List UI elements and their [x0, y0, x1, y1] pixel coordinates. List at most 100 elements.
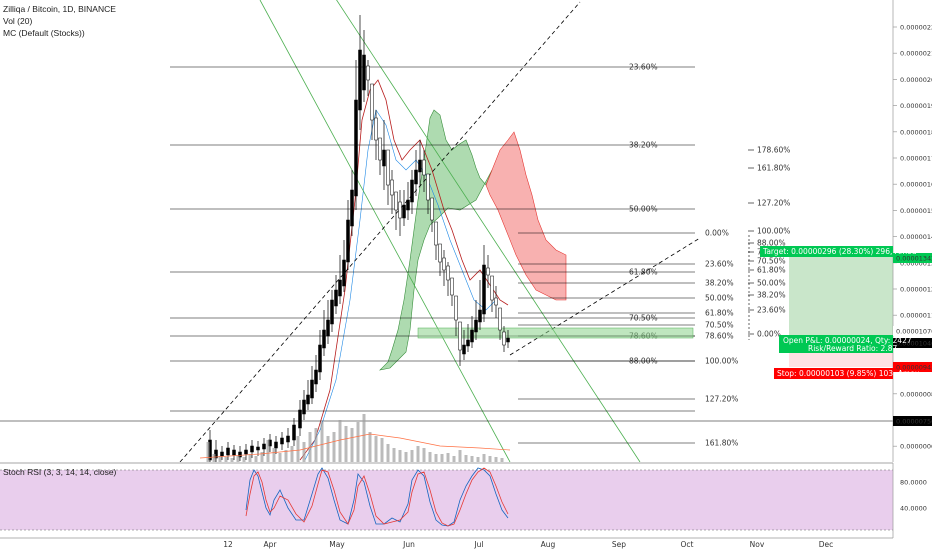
candle-body	[310, 379, 314, 399]
candle-body	[490, 275, 494, 301]
candle-body	[446, 265, 450, 281]
price-tick-label: 0.00000160	[900, 181, 932, 189]
volume-bar	[428, 452, 432, 462]
time-label: Nov	[750, 540, 765, 549]
volume-bar	[242, 457, 246, 462]
volume-bar	[278, 453, 282, 462]
fib-mid-label: 0.00%	[705, 229, 729, 238]
candle-body	[334, 289, 338, 307]
volume-bar	[368, 432, 372, 462]
candle-body	[430, 197, 434, 221]
time-label: Jun	[402, 540, 415, 549]
volume-bar	[380, 438, 384, 462]
candle-body	[274, 441, 278, 449]
candle-body	[450, 277, 454, 296]
candle-body	[374, 117, 378, 141]
candle-body	[286, 435, 290, 443]
volume-bar	[230, 458, 234, 462]
candle-body	[342, 259, 346, 287]
fib-mid-label: 50.00%	[705, 294, 734, 303]
candle-body	[232, 449, 236, 456]
candle-body	[474, 319, 478, 333]
volume-bar	[290, 446, 294, 462]
candle-body	[442, 257, 446, 271]
volume-bar	[410, 450, 414, 462]
volume-bar	[500, 458, 504, 462]
volume-bar	[338, 420, 342, 462]
candle-body	[434, 221, 438, 246]
candle-body	[330, 299, 334, 325]
fib-left-label: 23.60%	[629, 63, 658, 72]
ichimoku-cloud-green	[379, 109, 493, 371]
price-tag-stop: 0.00000943	[896, 364, 932, 372]
volume-bar	[284, 450, 288, 462]
time-label: 12	[223, 540, 233, 549]
volume-bar	[440, 454, 444, 462]
fib-ext-label: 127.20%	[757, 199, 790, 208]
volume-bar	[314, 428, 318, 462]
candle-body	[366, 65, 370, 81]
candle-body	[378, 137, 382, 161]
fib-ext-label: 178.60%	[757, 146, 790, 155]
volume-bar	[302, 442, 306, 462]
ichimoku-cloud-red	[485, 131, 567, 301]
volume-bar	[212, 454, 216, 462]
fib-ext-label: 70.50%	[757, 257, 786, 266]
fib-ext-label: 61.80%	[757, 266, 786, 275]
volume-bar	[362, 414, 366, 462]
candle-body	[482, 264, 486, 315]
candle-body	[346, 219, 350, 263]
candle-body	[394, 191, 398, 211]
volume-bar	[374, 436, 378, 462]
candle-body	[314, 369, 318, 385]
price-tag-stop-bg	[893, 362, 932, 372]
fib-ext-label: 23.60%	[757, 306, 786, 315]
candle-body	[338, 279, 342, 297]
volume-bar	[398, 450, 402, 462]
chart-title: Zilliqa / Bitcoin, 1D, BINANCE	[3, 4, 116, 14]
stoch-d-line	[245, 467, 509, 527]
candle-body	[438, 243, 442, 263]
fib-ext-label: 100.00%	[757, 227, 790, 236]
candle-body	[502, 331, 506, 346]
volume-bar	[434, 454, 438, 462]
time-label: Dec	[819, 540, 834, 549]
candle-body	[262, 443, 266, 450]
fib-mid-label: 161.80%	[705, 439, 738, 448]
price-tick-label: 0.00000200	[900, 76, 932, 84]
fib-mid-label: 70.50%	[705, 321, 734, 330]
price-tick-label: 0.00000140	[900, 233, 932, 241]
fib-mid-label: 78.60%	[705, 332, 734, 341]
candle-body	[250, 445, 254, 453]
volume-bar	[404, 452, 408, 462]
volume-bar	[260, 452, 264, 462]
price-tick-label: 0.00000180	[900, 128, 932, 136]
price-tick-label: 0.00000210	[900, 50, 932, 58]
time-label: Aug	[541, 540, 556, 549]
candle-body	[358, 49, 362, 111]
stoch-rsi-label[interactable]: Stoch RSI (3, 3, 14, 14, close)	[3, 467, 117, 477]
trendline-green-upper	[336, 0, 641, 462]
price-tick-label: 0.00000190	[900, 102, 932, 110]
entry-zone	[417, 327, 694, 339]
fib-ext-label: 0.00%	[757, 330, 781, 339]
stoch-tick-label: 80.0000	[900, 479, 927, 487]
volume-bar	[494, 457, 498, 462]
volume-bar	[416, 446, 420, 462]
volume-bar	[350, 428, 354, 462]
mc-indicator-label[interactable]: MC (Default (Stocks))	[3, 28, 85, 38]
volume-bar	[320, 422, 324, 462]
target-label: Target: 0.00000296 (28.30%) 296, Amou	[762, 247, 917, 256]
volume-indicator-label[interactable]: Vol (20)	[3, 16, 33, 26]
volume-bar	[254, 456, 258, 462]
volume-bar	[344, 426, 348, 462]
fib-ext-label: 161.80%	[757, 164, 790, 173]
price-tick-label: 0.00000150	[900, 207, 932, 215]
candle-body	[382, 149, 386, 167]
price-tag-target: 0.00001342	[896, 255, 932, 263]
price-tag-750-bg	[893, 416, 932, 426]
candle-body	[302, 399, 306, 415]
price-tag-level-bg	[893, 326, 932, 336]
